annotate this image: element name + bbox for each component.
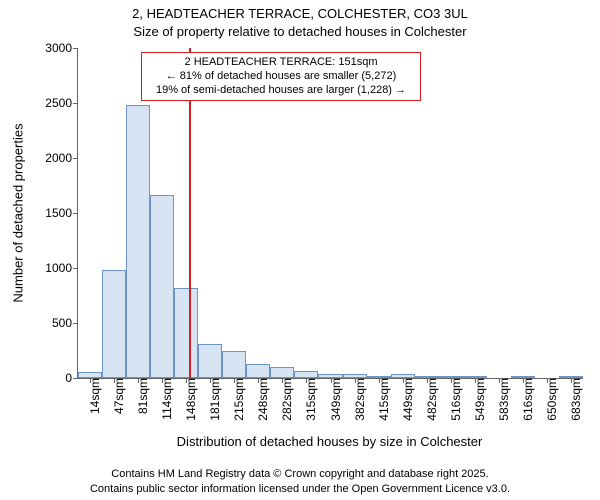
histogram-bar xyxy=(198,344,222,378)
histogram-bar xyxy=(222,351,246,379)
histogram-bar xyxy=(126,105,150,378)
x-tick-label: 114sqm xyxy=(154,378,174,420)
x-tick-label: 415sqm xyxy=(371,378,391,421)
x-tick-label: 315sqm xyxy=(298,378,318,421)
x-tick-label: 382sqm xyxy=(347,378,367,421)
y-tick-label: 1500 xyxy=(45,206,78,220)
histogram-bar xyxy=(246,364,270,378)
callout-line: 2 HEADTEACHER TERRACE: 151sqm xyxy=(145,56,417,70)
x-tick-label: 683sqm xyxy=(563,378,583,421)
footer-line1: Contains HM Land Registry data © Crown c… xyxy=(0,468,600,480)
footer-line2: Contains public sector information licen… xyxy=(0,483,600,495)
y-tick-label: 3000 xyxy=(45,41,78,55)
x-tick-label: 81sqm xyxy=(130,378,150,414)
chart-title-line2: Size of property relative to detached ho… xyxy=(0,24,600,39)
y-tick-label: 1000 xyxy=(45,261,78,275)
x-tick-label: 616sqm xyxy=(515,378,535,421)
histogram-bar xyxy=(174,288,198,378)
x-tick-label: 148sqm xyxy=(178,378,198,421)
x-tick-label: 181sqm xyxy=(202,378,222,421)
y-axis-label: Number of detached properties xyxy=(11,123,26,302)
x-tick-label: 516sqm xyxy=(443,378,463,421)
x-axis-label: Distribution of detached houses by size … xyxy=(177,434,483,449)
x-tick-label: 14sqm xyxy=(82,378,102,414)
histogram-bar xyxy=(294,371,318,378)
x-tick-label: 650sqm xyxy=(539,378,559,421)
x-tick-label: 349sqm xyxy=(323,378,343,421)
y-tick-label: 500 xyxy=(52,316,78,330)
x-tick-label: 549sqm xyxy=(467,378,487,421)
x-tick-label: 248sqm xyxy=(250,378,270,421)
histogram-bar xyxy=(270,367,294,378)
histogram-bar xyxy=(102,270,126,378)
x-tick-label: 215sqm xyxy=(226,378,246,421)
chart-title-line1: 2, HEADTEACHER TERRACE, COLCHESTER, CO3 … xyxy=(0,6,600,21)
x-tick-label: 282sqm xyxy=(274,378,294,421)
callout-box: 2 HEADTEACHER TERRACE: 151sqm← 81% of de… xyxy=(141,52,421,101)
histogram-plot: 05001000150020002500300014sqm47sqm81sqm1… xyxy=(77,48,583,379)
histogram-bar xyxy=(150,195,174,378)
x-tick-label: 482sqm xyxy=(419,378,439,421)
callout-line: ← 81% of detached houses are smaller (5,… xyxy=(145,70,417,84)
y-tick-label: 0 xyxy=(65,371,78,385)
y-tick-label: 2500 xyxy=(45,96,78,110)
y-tick-label: 2000 xyxy=(45,151,78,165)
x-tick-label: 583sqm xyxy=(491,378,511,421)
callout-line: 19% of semi-detached houses are larger (… xyxy=(145,84,417,98)
x-tick-label: 47sqm xyxy=(106,378,126,414)
x-tick-label: 449sqm xyxy=(395,378,415,421)
